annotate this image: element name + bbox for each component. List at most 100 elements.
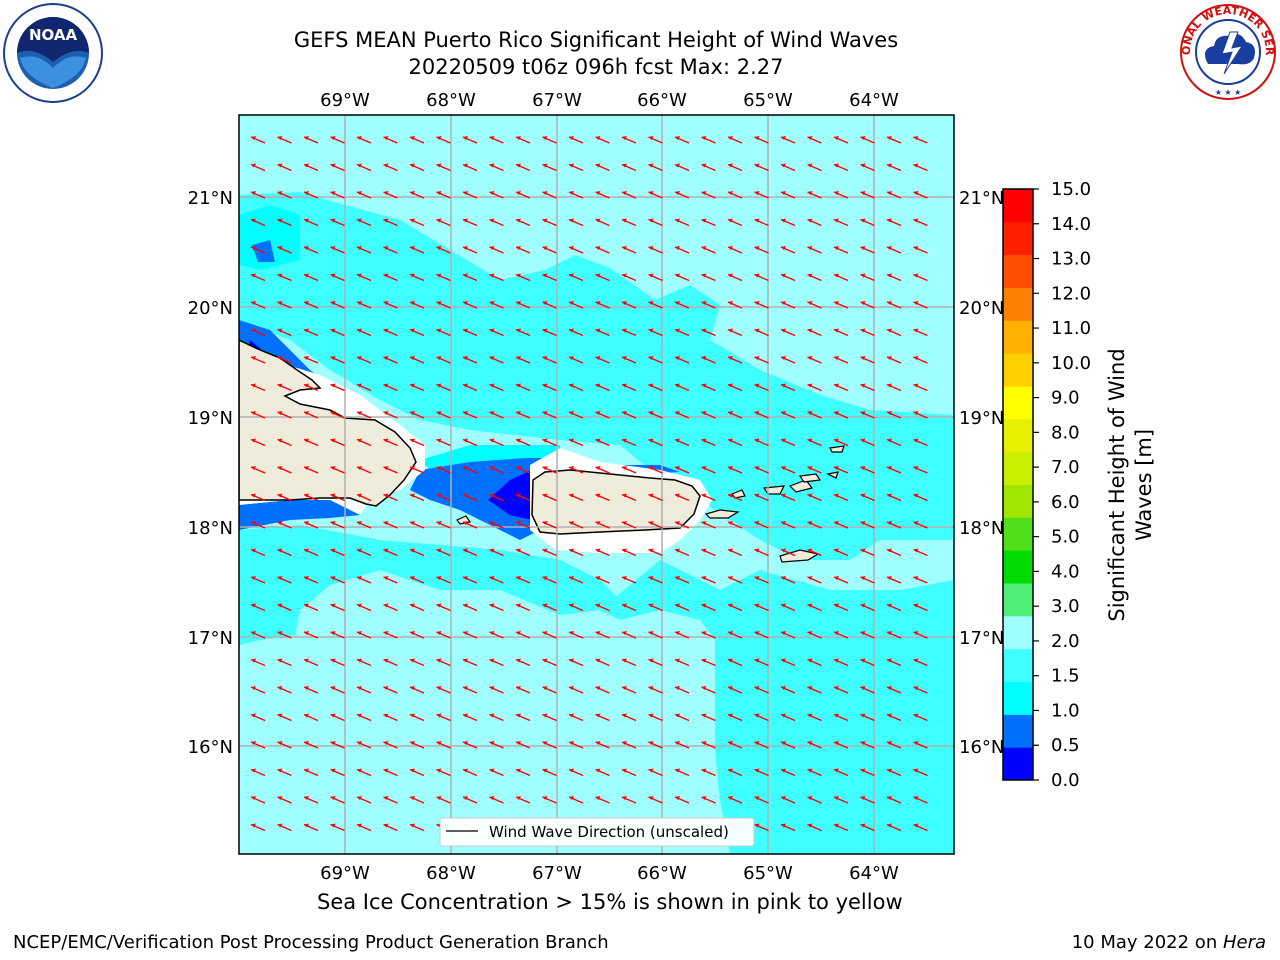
wave-arrow bbox=[754, 136, 769, 144]
wave-arrow bbox=[277, 768, 292, 777]
wave-arrow bbox=[727, 521, 743, 529]
wave-arrow bbox=[330, 136, 345, 144]
wave-arrow bbox=[356, 163, 372, 172]
wave-arrow bbox=[250, 603, 266, 612]
wave-arrow bbox=[621, 273, 637, 282]
wave-arrow bbox=[436, 301, 451, 309]
wave-arrow bbox=[515, 466, 531, 474]
wave-arrow bbox=[568, 631, 584, 639]
wave-arrow bbox=[330, 686, 345, 694]
wave-arrow bbox=[303, 796, 319, 804]
wave-arrow bbox=[595, 576, 610, 584]
wave-arrow bbox=[913, 218, 928, 227]
wave-arrow bbox=[913, 658, 928, 667]
wave-arrow bbox=[727, 191, 743, 199]
wave-arrow bbox=[277, 658, 292, 667]
wave-arrow bbox=[860, 301, 875, 309]
wave-arrow bbox=[833, 521, 849, 529]
wave-arrow bbox=[515, 796, 531, 804]
wave-arrow bbox=[542, 328, 557, 337]
wave-arrow bbox=[489, 713, 504, 722]
wave-arrow bbox=[250, 686, 266, 694]
wave-arrow bbox=[515, 768, 531, 777]
lon-label-bottom: 69°W bbox=[320, 863, 370, 884]
wave-direction-arrows bbox=[250, 136, 928, 832]
colorbar-tick-label: 12.0 bbox=[1051, 283, 1091, 304]
wave-arrow bbox=[754, 796, 769, 804]
wave-arrow bbox=[383, 548, 398, 557]
wave-arrow bbox=[701, 631, 716, 639]
wave-arrow bbox=[701, 163, 716, 172]
wave-arrow bbox=[648, 521, 663, 529]
wave-arrow bbox=[727, 218, 743, 227]
wave-arrow bbox=[621, 658, 637, 667]
wave-arrow bbox=[303, 163, 319, 172]
wave-arrow bbox=[913, 686, 928, 694]
wave-arrow bbox=[489, 741, 504, 749]
land-islet-2 bbox=[762, 485, 786, 495]
wave-arrow bbox=[542, 576, 557, 584]
wave-arrow bbox=[780, 356, 796, 364]
wave-arrow bbox=[277, 383, 292, 392]
wave-arrow bbox=[409, 466, 425, 474]
wave-arrow bbox=[833, 658, 849, 667]
wave-arrow bbox=[674, 301, 690, 309]
wave-arrow bbox=[701, 466, 716, 474]
wave-arrow bbox=[595, 686, 610, 694]
wave-arrow bbox=[886, 521, 902, 529]
wave-arrow bbox=[780, 301, 796, 309]
lon-label-top: 69°W bbox=[320, 90, 370, 111]
wave-arrow bbox=[701, 328, 716, 337]
wave-arrow bbox=[356, 768, 372, 777]
wave-arrow bbox=[727, 576, 743, 584]
wave-arrow bbox=[330, 356, 345, 364]
wave-arrow bbox=[489, 768, 504, 777]
wave-arrow bbox=[754, 191, 769, 199]
wave-arrow bbox=[701, 301, 716, 309]
wave-arrow bbox=[674, 741, 690, 749]
wave-zone-min-2 bbox=[488, 470, 532, 520]
wave-arrow bbox=[648, 686, 663, 694]
wave-arrow bbox=[833, 383, 849, 392]
wave-arrow bbox=[330, 741, 345, 749]
wave-arrow bbox=[542, 658, 557, 667]
wave-arrow bbox=[383, 246, 398, 254]
wave-arrow bbox=[595, 328, 610, 337]
wave-arrow bbox=[462, 768, 478, 777]
wave-arrow bbox=[330, 383, 345, 392]
wave-arrow bbox=[833, 466, 849, 474]
legend-label: Wind Wave Direction (unscaled) bbox=[489, 823, 729, 841]
wave-arrow bbox=[303, 548, 319, 557]
wave-arrow bbox=[277, 741, 292, 749]
lon-label-bottom: 66°W bbox=[637, 863, 687, 884]
wave-arrow bbox=[409, 328, 425, 337]
wave-arrow bbox=[860, 273, 875, 282]
wave-arrow bbox=[913, 356, 928, 364]
wave-arrow bbox=[568, 713, 584, 722]
wave-arrow bbox=[807, 631, 822, 639]
wave-arrow bbox=[409, 576, 425, 584]
wave-arrow bbox=[568, 741, 584, 749]
colorbar-segment bbox=[1003, 517, 1033, 551]
wave-arrow bbox=[568, 273, 584, 282]
wave-arrow bbox=[833, 356, 849, 364]
wave-arrow bbox=[356, 383, 372, 392]
wave-arrow bbox=[462, 548, 478, 557]
wave-arrow bbox=[727, 466, 743, 474]
colorbar-segment bbox=[1003, 221, 1033, 256]
wave-arrow bbox=[886, 163, 902, 172]
wave-arrow bbox=[356, 328, 372, 337]
wave-arrow bbox=[727, 768, 743, 777]
wave-arrow bbox=[780, 603, 796, 612]
wave-arrow bbox=[701, 411, 716, 419]
wave-arrow bbox=[303, 631, 319, 639]
wave-arrow bbox=[727, 631, 743, 639]
wave-arrow bbox=[674, 576, 690, 584]
wave-arrow bbox=[436, 356, 451, 364]
wave-arrow bbox=[568, 191, 584, 199]
wave-arrow bbox=[568, 356, 584, 364]
wave-arrow bbox=[568, 411, 584, 419]
wave-arrow bbox=[542, 548, 557, 557]
wave-arrow bbox=[250, 713, 266, 722]
wave-arrow bbox=[489, 273, 504, 282]
